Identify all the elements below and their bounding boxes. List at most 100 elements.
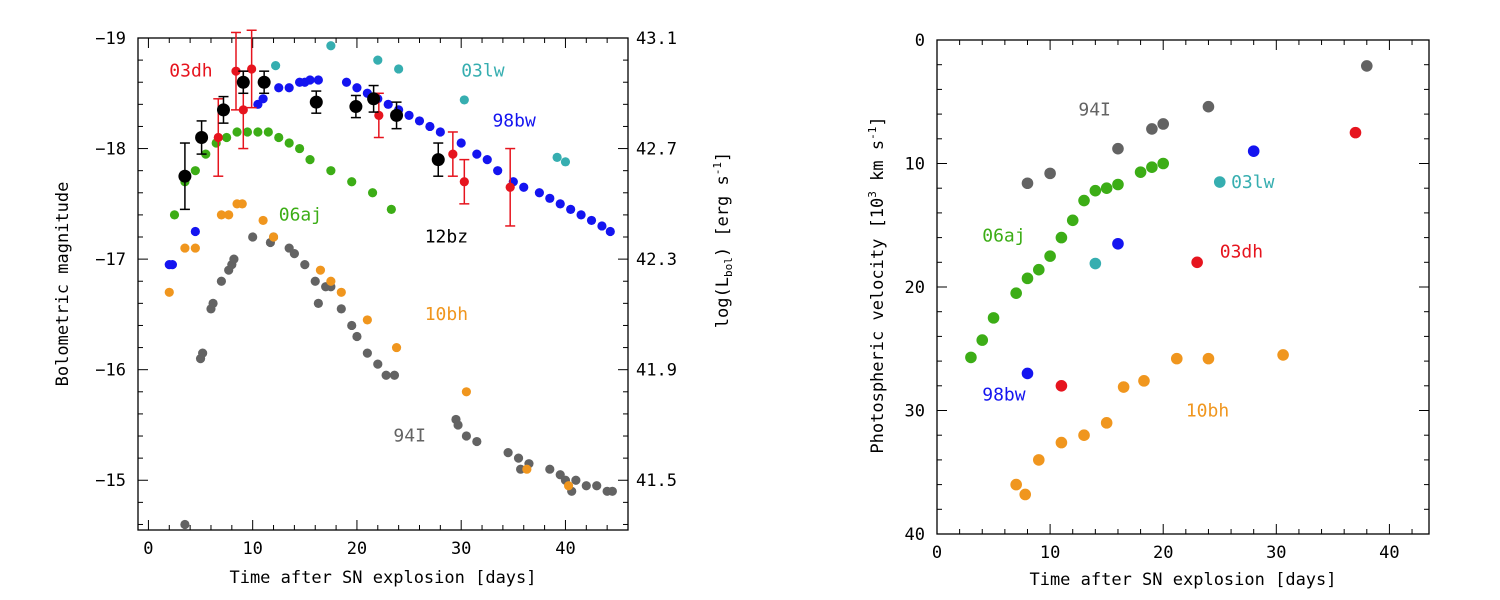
data-point-94I [581, 481, 591, 491]
data-point-94I [208, 298, 218, 308]
left-right-axis-label: log(Lbol) [erg s-1] [711, 152, 735, 328]
data-point-06aj [284, 138, 294, 148]
data-point-98bw [383, 99, 393, 109]
data-point-98bw [519, 182, 529, 192]
right-data-marks [965, 60, 1373, 501]
data-point-06aj [1066, 214, 1079, 227]
data-point-98bw [414, 116, 425, 126]
data-point-03lw [271, 61, 281, 71]
data-point-12bz [309, 95, 323, 109]
data-point-06aj [976, 334, 989, 346]
data-point-98bw [586, 215, 597, 226]
data-point-98bw [1247, 145, 1260, 157]
data-point-94I [592, 481, 602, 491]
data-point-06aj [190, 166, 200, 176]
data-point-98bw [472, 149, 482, 159]
data-point-12bz [367, 92, 381, 106]
data-point-10bh [1010, 478, 1022, 491]
y-tick-label: 20 [905, 278, 925, 298]
data-point-10bh [268, 232, 279, 242]
data-point-10bh [1055, 436, 1068, 449]
left-x-axis-label: Time after SN explosion [days] [229, 568, 536, 588]
data-point-98bw [352, 83, 362, 93]
data-point-98bw [258, 94, 268, 104]
data-point-98bw [284, 83, 294, 93]
series-label-98bw: 98bw [982, 385, 1026, 406]
data-point-94I [336, 304, 346, 314]
data-point-10bh [1202, 352, 1215, 365]
data-point-94I [198, 348, 208, 358]
data-point-12bz [390, 108, 404, 122]
data-point-94I [461, 431, 472, 441]
data-point-03lw [459, 95, 469, 105]
right-series-labels: 10bh 98bw 03dh 03lw 06aj 94I [982, 99, 1274, 421]
data-point-98bw [605, 226, 615, 237]
data-point-98bw [435, 127, 445, 137]
y-tick-label: −16 [95, 361, 126, 381]
data-point-06aj [1157, 157, 1170, 170]
data-point-10bh [190, 243, 200, 253]
x-tick-label: 30 [1266, 543, 1286, 563]
data-point-06aj [987, 312, 1000, 324]
data-point-06aj [386, 204, 396, 214]
data-point-94I [389, 370, 400, 380]
data-point-94I [1112, 142, 1124, 155]
data-point-10bh [237, 199, 247, 209]
series-label-03lw: 03lw [461, 61, 505, 82]
data-point-06aj [305, 155, 315, 165]
data-point-06aj [242, 127, 253, 137]
data-point-94I [352, 331, 362, 342]
data-point-03lw [373, 55, 383, 65]
data-point-06aj [1146, 161, 1158, 174]
data-point-10bh [1138, 375, 1150, 387]
right-x-axis-label: Time after SN explosion [days] [1029, 570, 1336, 590]
data-point-98bw [167, 260, 178, 270]
data-point-03lw [1089, 257, 1102, 270]
data-point-10bh [522, 464, 532, 474]
right-y-axis-label: Photospheric velocity [103 km s-1] [866, 116, 888, 453]
data-point-94I [453, 420, 463, 430]
data-point-10bh [1170, 352, 1183, 365]
data-point-98bw [425, 121, 435, 132]
series-label-10bh: 10bh [425, 304, 468, 325]
right-tick-label: 43.1 [636, 29, 677, 49]
data-point-12bz [431, 153, 445, 167]
series-label-94I: 94I [393, 426, 426, 447]
data-point-94I [472, 436, 482, 447]
series-label-06aj: 06aj [982, 225, 1025, 246]
data-point-98bw [341, 77, 352, 87]
x-tick-label: 20 [347, 539, 367, 559]
left-plot-frame [137, 37, 629, 531]
left-axis-ticks [138, 37, 629, 530]
data-point-10bh [1117, 381, 1130, 393]
data-point-03lw [560, 157, 571, 167]
y-tick-label: 40 [905, 525, 925, 545]
data-point-03lw [326, 41, 336, 51]
data-point-98bw [493, 166, 503, 176]
data-point-06aj [1044, 250, 1056, 262]
data-point-06aj [1010, 287, 1022, 299]
data-point-06aj [1134, 166, 1147, 178]
left-y-axis-label: Bolometric magnitude [53, 182, 73, 387]
data-point-06aj [367, 188, 378, 198]
x-tick-label: 40 [1379, 543, 1399, 563]
data-point-98bw [534, 188, 544, 198]
data-point-06aj [347, 177, 357, 187]
data-point-10bh [1100, 417, 1113, 429]
data-point-06aj [274, 132, 284, 143]
data-point-94I [1202, 100, 1215, 113]
data-point-06aj [326, 166, 336, 176]
data-point-06aj [1021, 272, 1034, 285]
x-tick-label: 0 [143, 539, 153, 559]
series-label-03dh: 03dh [169, 61, 212, 82]
data-point-03dh [448, 149, 458, 159]
data-point-94I [180, 519, 190, 530]
data-point-94I [1044, 167, 1056, 180]
data-point-03lw [1213, 176, 1226, 188]
data-point-98bw [305, 75, 315, 85]
series-label-94I: 94I [1078, 99, 1111, 120]
data-point-10bh [391, 342, 402, 353]
data-point-98bw [597, 221, 607, 231]
data-point-94I [313, 298, 323, 308]
